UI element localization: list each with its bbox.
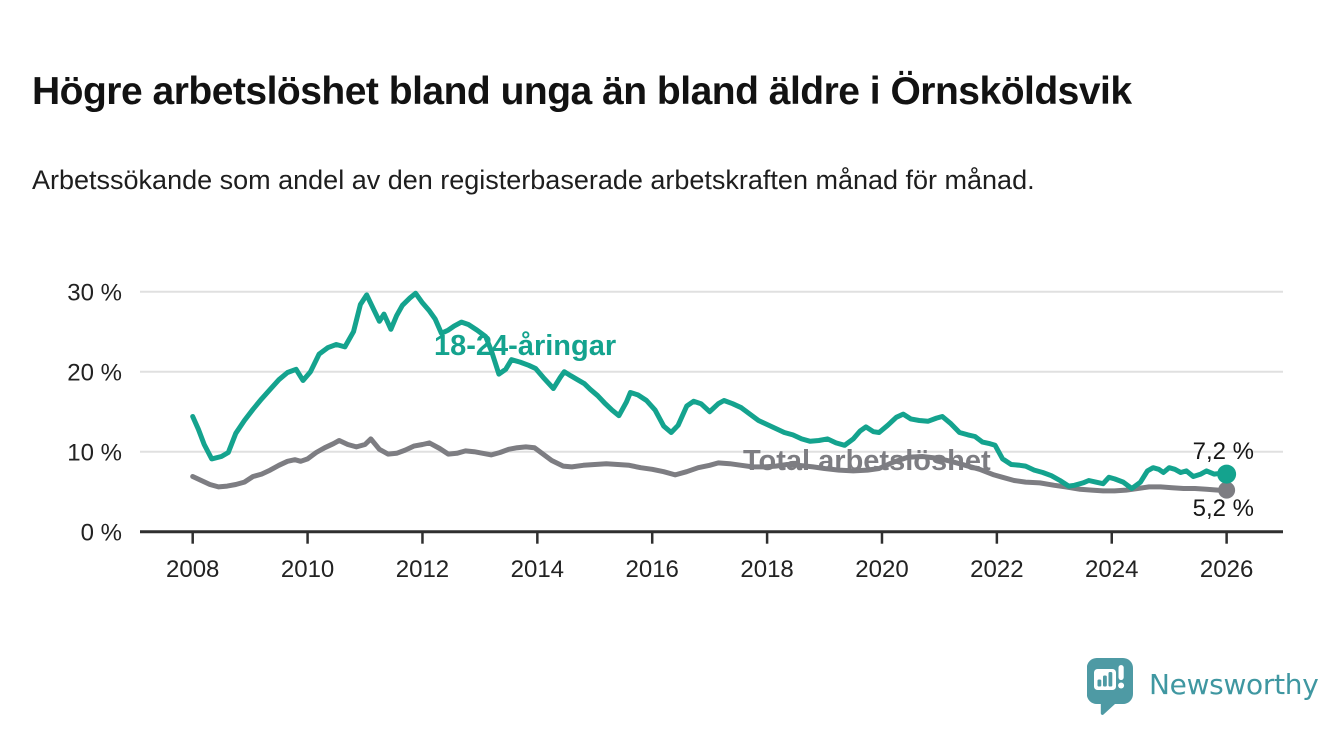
page-title: Högre arbetslöshet bland unga än bland ä…	[32, 70, 1132, 114]
end-value-young: 7,2 %	[1192, 438, 1254, 465]
svg-text:2014: 2014	[511, 556, 564, 583]
svg-text:2026: 2026	[1200, 556, 1253, 583]
brand-name: Newsworthy	[1149, 668, 1319, 701]
svg-text:2012: 2012	[396, 556, 449, 583]
svg-text:2022: 2022	[970, 556, 1023, 583]
bar-chart-speech-bubble-icon	[1087, 658, 1133, 715]
svg-text:2016: 2016	[626, 556, 679, 583]
svg-text:10 %: 10 %	[67, 440, 122, 467]
svg-text:30 %: 30 %	[67, 280, 122, 307]
svg-text:20 %: 20 %	[67, 360, 122, 387]
end-value-total: 5,2 %	[1192, 495, 1254, 522]
series-label-total: Total arbetslöshet	[743, 445, 991, 477]
chart-subtitle: Arbetssökande som andel av den registerb…	[32, 165, 1035, 195]
series-label-young: 18-24-åringar	[434, 330, 617, 362]
svg-text:0 %: 0 %	[81, 520, 122, 547]
svg-text:2008: 2008	[166, 556, 219, 583]
svg-text:2018: 2018	[740, 556, 793, 583]
svg-text:2020: 2020	[855, 556, 908, 583]
svg-text:2024: 2024	[1085, 556, 1138, 583]
svg-text:2010: 2010	[281, 556, 334, 583]
newsworthy-logo: Newsworthy	[1087, 658, 1319, 715]
